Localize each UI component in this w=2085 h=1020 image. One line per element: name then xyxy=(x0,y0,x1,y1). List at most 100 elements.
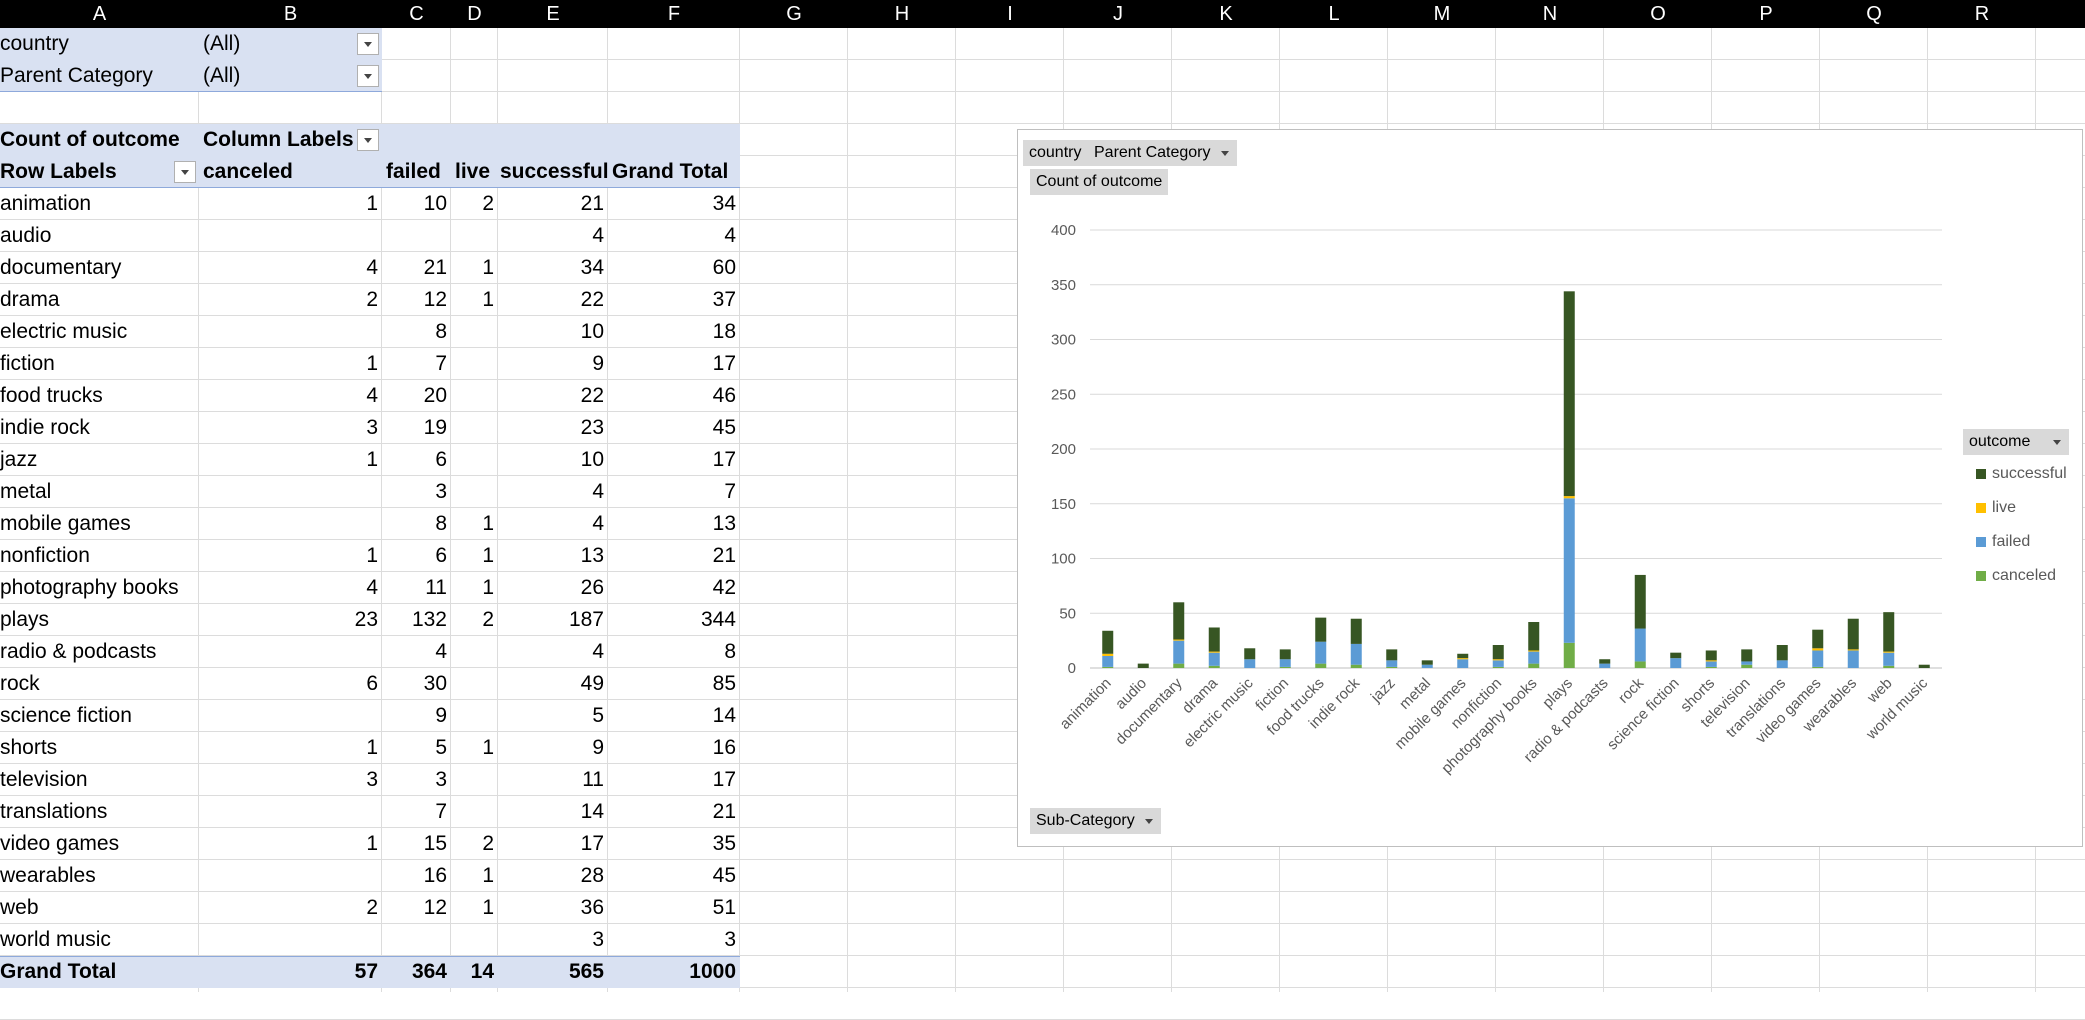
pivot-cell: 3 xyxy=(435,768,447,791)
column-header-B[interactable]: B xyxy=(283,3,298,25)
chart-axis-field-button[interactable]: Sub-Category xyxy=(1030,808,1161,834)
column-header-E[interactable]: E xyxy=(546,3,560,25)
pivot-row-label: world music xyxy=(0,928,111,951)
column-header-F[interactable]: F xyxy=(667,3,681,25)
grid-column-line xyxy=(607,28,608,992)
pivot-cell: 2 xyxy=(482,832,494,855)
bar-segment-successful xyxy=(1599,659,1611,664)
bar-segment-successful xyxy=(1102,630,1114,654)
filter-label: country xyxy=(0,32,69,55)
pivot-cell: 8 xyxy=(435,320,447,343)
bar-segment-live xyxy=(1847,649,1859,651)
y-tick-label: 300 xyxy=(1051,332,1076,349)
pivot-cell: 9 xyxy=(592,352,604,375)
chart-legend-field-button[interactable]: outcome xyxy=(1963,429,2069,455)
filter-area-border xyxy=(0,91,382,92)
pivot-cell: 15 xyxy=(423,832,447,855)
pivot-cell: 21 xyxy=(423,256,447,279)
column-header-G[interactable]: G xyxy=(786,3,802,25)
column-header-I[interactable]: I xyxy=(1007,3,1013,25)
pivot-column-header: canceled xyxy=(203,160,293,183)
legend-swatch xyxy=(1976,503,1986,513)
bar-segment-successful xyxy=(1457,653,1469,659)
bar-segment-successful xyxy=(1137,663,1149,668)
column-header-C[interactable]: C xyxy=(409,3,424,25)
bar-segment-live xyxy=(1883,651,1895,653)
bar-segment-failed xyxy=(1883,652,1895,666)
pivot-column-header: successful xyxy=(500,160,609,183)
bar-segment-successful xyxy=(1670,652,1682,659)
pivot-cell: 9 xyxy=(592,736,604,759)
pivot-cell: 1 xyxy=(482,896,494,919)
pivot-row-label: nonfiction xyxy=(0,544,90,567)
pivot-column-header: live xyxy=(455,160,491,183)
y-tick-label: 100 xyxy=(1051,551,1076,568)
column-header-N[interactable]: N xyxy=(1542,3,1558,25)
bar-segment-successful xyxy=(1279,649,1291,660)
filter-dropdown-button[interactable] xyxy=(357,33,379,55)
chart-value-field-button[interactable]: Count of outcome xyxy=(1030,169,1169,195)
row-labels-filter-button[interactable] xyxy=(174,161,196,183)
bar-segment-failed xyxy=(1457,659,1469,668)
bar-segment-canceled xyxy=(1634,661,1646,668)
grid-column-line xyxy=(739,28,740,992)
pivot-cell: 19 xyxy=(423,416,447,439)
pivot-cell: 9 xyxy=(435,704,447,727)
column-header-L[interactable]: L xyxy=(1328,3,1340,25)
filter-value[interactable]: (All) xyxy=(203,32,241,55)
pivot-row-label: metal xyxy=(0,480,52,503)
grand-total-background xyxy=(0,956,740,988)
grid-column-line xyxy=(847,28,848,992)
y-tick-label: 150 xyxy=(1051,496,1076,513)
column-header-H[interactable]: H xyxy=(894,3,910,25)
column-header-K[interactable]: K xyxy=(1219,3,1233,25)
pivot-cell: 34 xyxy=(580,256,604,279)
pivot-row-label: translations xyxy=(0,800,108,823)
chart-plot-area: 050100150200250300350400animationaudiodo… xyxy=(1051,222,1942,777)
bar-segment-successful xyxy=(1563,291,1575,497)
column-header-R[interactable]: R xyxy=(1974,3,1990,25)
pivot-cell: 8 xyxy=(435,512,447,535)
bar-segment-canceled xyxy=(1173,663,1185,668)
pivot-cell: 6 xyxy=(435,544,447,567)
legend-label: failed xyxy=(1992,533,2031,550)
pivot-cell: 49 xyxy=(580,672,604,695)
bar-segment-canceled xyxy=(1492,666,1504,668)
column-header-D[interactable]: D xyxy=(467,3,482,25)
column-header-J[interactable]: J xyxy=(1113,3,1123,25)
bar-segment-successful xyxy=(1634,574,1646,629)
chevron-down-icon xyxy=(1144,819,1153,824)
pivot-row-label: rock xyxy=(0,672,40,695)
bar-segment-failed xyxy=(1776,660,1788,668)
chart-filter-parent-category-button[interactable]: Parent Category xyxy=(1088,140,1237,166)
column-header-O[interactable]: O xyxy=(1650,3,1666,25)
pivot-cell: 51 xyxy=(712,896,736,919)
column-header-P[interactable]: P xyxy=(1759,3,1773,25)
legend-label: successful xyxy=(1992,465,2067,482)
bar-segment-canceled xyxy=(1350,664,1362,668)
pivot-cell: 1 xyxy=(366,192,378,215)
pivot-cell: 2 xyxy=(366,288,378,311)
column-header-Q[interactable]: Q xyxy=(1866,3,1882,25)
pivot-cell: 42 xyxy=(712,576,736,599)
column-header-M[interactable]: M xyxy=(1433,3,1451,25)
bar-segment-canceled xyxy=(1102,666,1114,668)
pivot-row-label: indie rock xyxy=(0,416,90,439)
bar-segment-successful xyxy=(1492,645,1504,660)
filter-value[interactable]: (All) xyxy=(203,64,241,87)
legend-swatch xyxy=(1976,571,1986,581)
filter-dropdown-button[interactable] xyxy=(357,65,379,87)
pivot-chart[interactable]: country Parent Category Count of outcome… xyxy=(1017,129,2083,847)
column-header-A[interactable]: A xyxy=(92,3,107,25)
column-labels-filter-button[interactable] xyxy=(357,129,379,151)
pivot-column-header: failed xyxy=(386,160,441,183)
pivot-cell: 1 xyxy=(366,352,378,375)
grid-row-line xyxy=(0,91,2085,92)
grid-row-line xyxy=(0,987,2085,988)
bar-segment-successful xyxy=(1883,612,1895,652)
pivot-cell: 60 xyxy=(712,256,736,279)
grand-total-border xyxy=(0,956,740,957)
bar-segment-failed xyxy=(1670,658,1682,668)
chart-value-field-label: Count of outcome xyxy=(1036,173,1163,190)
pivot-row-label: plays xyxy=(0,608,50,631)
